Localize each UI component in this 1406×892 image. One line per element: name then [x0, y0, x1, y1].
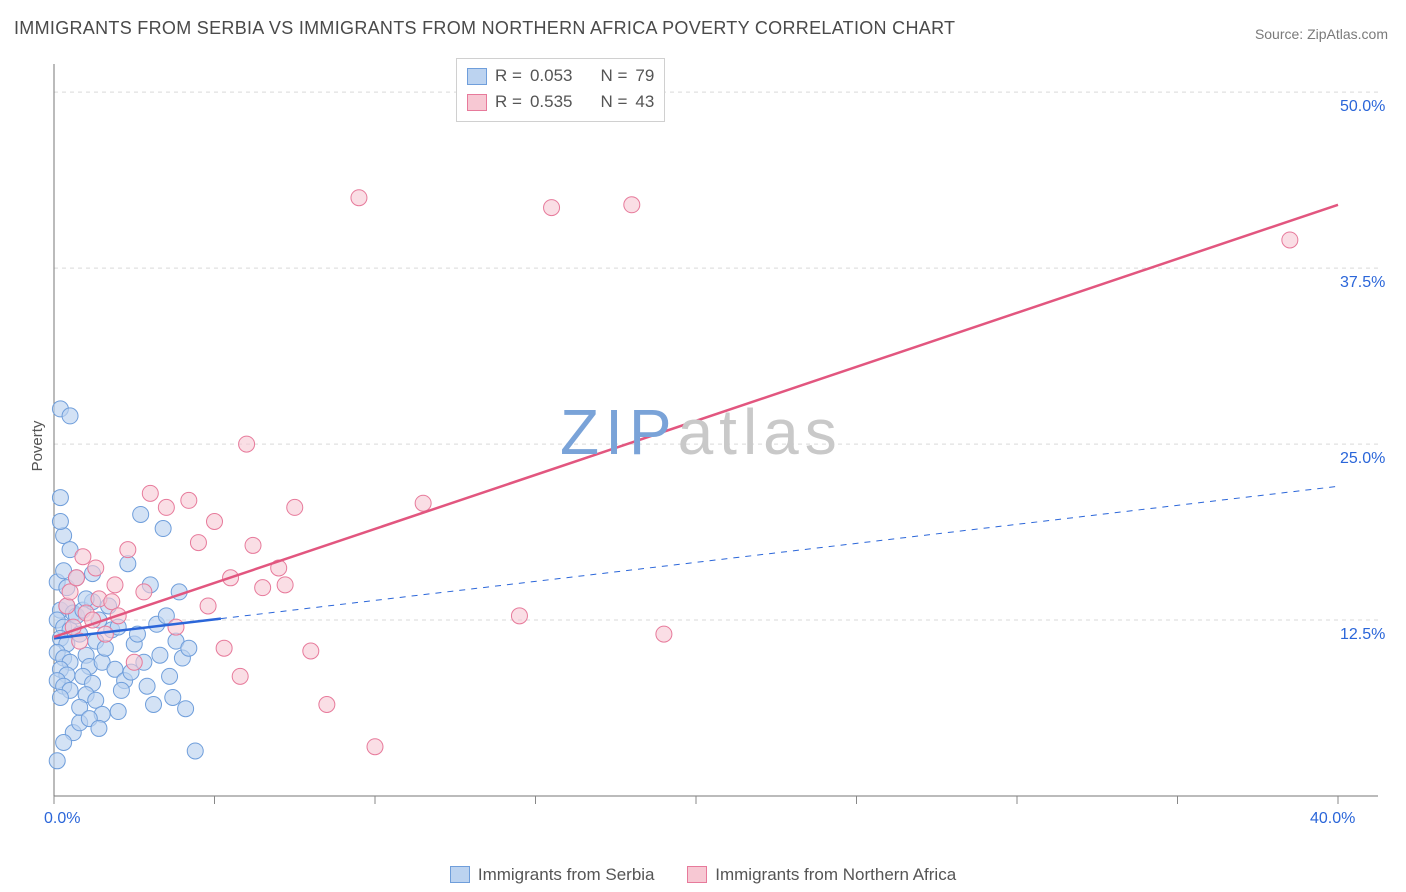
n-value-northern-africa: 43 — [635, 92, 654, 112]
stats-row-northern-africa: R = 0.535 N = 43 — [467, 89, 654, 115]
plot-area — [48, 56, 1388, 836]
y-axis-tick-label: 37.5% — [1340, 274, 1385, 292]
chart-container: { "title": "IMMIGRANTS FROM SERBIA VS IM… — [0, 0, 1406, 892]
y-axis-tick-label: 25.0% — [1340, 450, 1385, 468]
n-label: N = — [600, 92, 627, 112]
swatch-northern-africa — [687, 866, 707, 883]
y-axis-tick-label: 12.5% — [1340, 626, 1385, 644]
stats-row-serbia: R = 0.053 N = 79 — [467, 63, 654, 89]
n-value-serbia: 79 — [635, 66, 654, 86]
r-label: R = — [495, 92, 522, 112]
legend-item-northern-africa: Immigrants from Northern Africa — [687, 865, 956, 885]
swatch-serbia — [467, 68, 487, 85]
y-axis-tick-label: 50.0% — [1340, 98, 1385, 116]
x-axis-min-label: 0.0% — [44, 810, 80, 828]
bottom-legend: Immigrants from Serbia Immigrants from N… — [0, 865, 1406, 889]
correlation-stats-box: R = 0.053 N = 79 R = 0.535 N = 43 — [456, 58, 665, 122]
r-value-northern-africa: 0.535 — [530, 92, 573, 112]
legend-label-northern-africa: Immigrants from Northern Africa — [715, 865, 956, 885]
chart-title: IMMIGRANTS FROM SERBIA VS IMMIGRANTS FRO… — [14, 18, 955, 39]
x-axis-max-label: 40.0% — [1310, 810, 1355, 828]
swatch-northern-africa — [467, 94, 487, 111]
n-label: N = — [600, 66, 627, 86]
swatch-serbia — [450, 866, 470, 883]
r-label: R = — [495, 66, 522, 86]
r-value-serbia: 0.053 — [530, 66, 573, 86]
legend-item-serbia: Immigrants from Serbia — [450, 865, 655, 885]
y-axis-label: Poverty — [29, 421, 46, 472]
source-attribution: Source: ZipAtlas.com — [1255, 26, 1388, 42]
scatter-plot-svg — [48, 56, 1388, 836]
legend-label-serbia: Immigrants from Serbia — [478, 865, 655, 885]
